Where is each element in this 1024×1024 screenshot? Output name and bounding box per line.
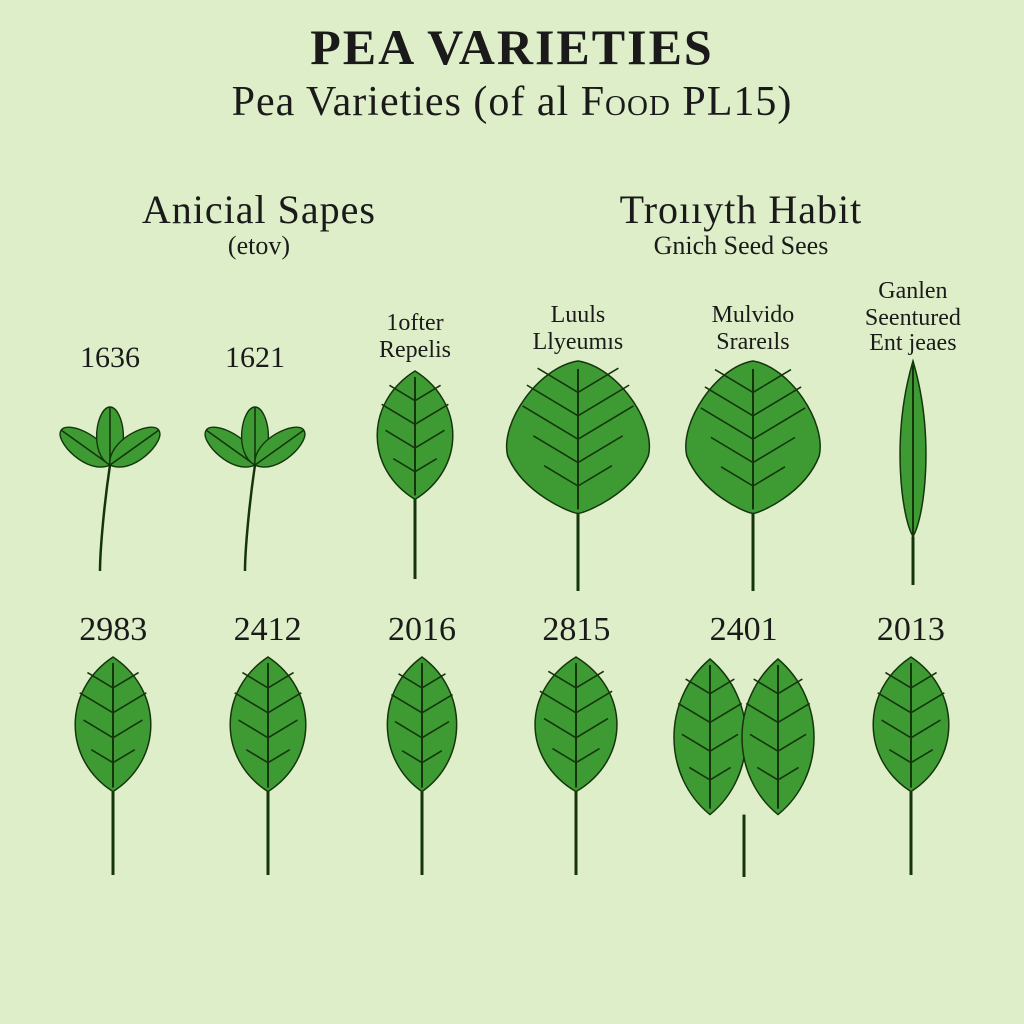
item-label: Mulvido: [663, 303, 843, 328]
subtitle-part-c: PL15): [671, 79, 793, 125]
item-label: 1ofter: [335, 311, 495, 336]
trefoil-leaf-icon: [180, 375, 330, 575]
item-number: 2013: [834, 611, 988, 649]
bottom-row: 2983 2412 2016 2815 2401 2013: [0, 591, 1024, 951]
leaf-item: 2983: [36, 591, 190, 951]
right-subheading: Gnich Seed Sees: [488, 231, 994, 261]
right-heading: Troııyth Habit: [488, 186, 994, 233]
item-label: Srareıls: [663, 330, 843, 355]
item-label: Llyeumıs: [488, 330, 668, 355]
item-label: 1621: [175, 341, 335, 375]
broad-leaf-icon: [493, 355, 663, 595]
leaf-item: 1621: [175, 341, 335, 575]
simple-leaf-icon: [355, 363, 475, 583]
item-label: 1636: [30, 341, 190, 375]
leaf-item: 2412: [190, 591, 344, 951]
item-label: Ent jeaes: [843, 331, 983, 356]
leaf-item: Ganlen Seentured Ent jeaes: [843, 279, 983, 587]
narrow-leaf-icon: [878, 357, 948, 587]
broad-leaf-icon: [673, 355, 833, 595]
item-number: 2401: [654, 611, 834, 649]
left-subheading: (etov): [30, 231, 488, 261]
leaf-item: 1636: [30, 341, 190, 575]
leaf-item: Mulvido Srareıls: [663, 303, 843, 595]
leaf-item: Luuls Llyeumıs: [488, 303, 668, 595]
page-subtitle: Pea Varieties (of al Food PL15): [0, 78, 1024, 126]
left-row-1: 1636 1621 1ofter Repelis: [30, 271, 488, 591]
trefoil-leaf-icon: [35, 375, 185, 575]
item-number: 2016: [345, 611, 499, 649]
simple-leaf-icon: [208, 649, 328, 879]
subtitle-part-a: Pea Varieties (of al: [232, 79, 581, 125]
right-column: Troııyth Habit Gnich Seed Sees Luuls Lly…: [488, 186, 994, 591]
leaf-item: 2815: [499, 591, 653, 951]
leaf-item: 2016: [345, 591, 499, 951]
simple-leaf-icon: [367, 649, 477, 879]
item-label: Luuls: [488, 303, 668, 328]
item-number: 2983: [36, 611, 190, 649]
item-label: Repelis: [335, 338, 495, 363]
subtitle-part-b: Food: [581, 79, 671, 125]
left-column: Anicial Sapes (etov) 1636 1621 1ofter Re…: [30, 186, 488, 591]
simple-leaf-icon: [511, 649, 641, 879]
double-leaf-icon: [654, 649, 834, 879]
item-number: 2412: [190, 611, 344, 649]
item-number: 2815: [499, 611, 653, 649]
leaf-item: 2401: [654, 591, 834, 951]
left-heading: Anicial Sapes: [30, 186, 488, 233]
simple-leaf-icon: [53, 649, 173, 879]
item-label: Seentured: [843, 306, 983, 331]
simple-leaf-icon: [851, 649, 971, 879]
leaf-item: 2013: [834, 591, 988, 951]
leaf-item: 1ofter Repelis: [335, 311, 495, 583]
item-label: Ganlen: [843, 279, 983, 304]
right-row-1: Luuls Llyeumıs Mulvido Srareıls Ganlen S…: [488, 271, 994, 591]
page-title: PEA VARIETIES: [0, 18, 1024, 76]
